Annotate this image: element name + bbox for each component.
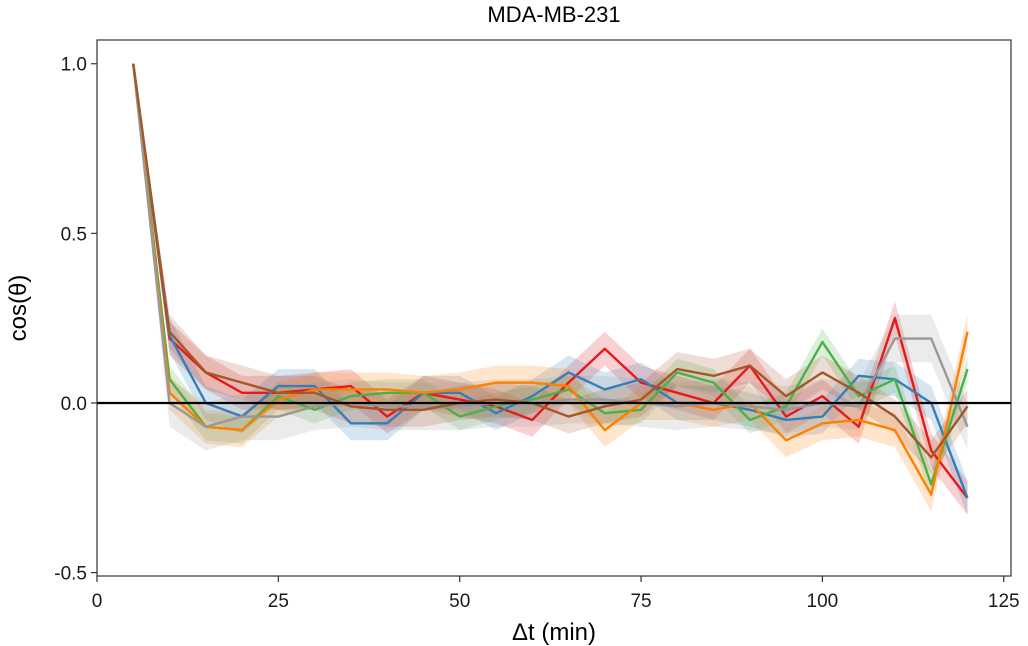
series-6 <box>132 63 969 459</box>
y-axis: -0.5 0.0 0.5 1.0 <box>54 55 97 585</box>
confidence-band-6 <box>133 63 968 475</box>
plot-panel <box>96 39 1012 577</box>
series-3 <box>132 63 969 486</box>
series-line-4 <box>132 63 969 496</box>
plot-area <box>96 39 1012 577</box>
x-axis: 0 25 50 75 100 125 <box>92 576 1020 612</box>
chart-title: MDA-MB-231 <box>487 2 620 27</box>
y-tick-label: -0.5 <box>54 564 87 585</box>
x-tick-label: 75 <box>630 591 651 612</box>
y-tick-label: 0.0 <box>61 394 87 415</box>
series-line-6 <box>132 63 969 459</box>
x-tick-label: 100 <box>807 591 839 612</box>
confidence-band-5 <box>133 63 968 451</box>
series-lines <box>132 63 969 499</box>
series-line-3 <box>132 63 969 486</box>
x-tick-label: 25 <box>268 591 289 612</box>
y-axis-title: cos(θ) <box>5 275 32 342</box>
x-tick-label: 0 <box>92 591 103 612</box>
x-axis-title: Δt (min) <box>512 619 596 646</box>
y-tick-label: 0.5 <box>61 224 87 245</box>
x-tick-label: 125 <box>988 591 1020 612</box>
x-tick-label: 50 <box>449 591 470 612</box>
y-tick-label: 1.0 <box>61 55 87 76</box>
series-4 <box>132 63 969 496</box>
